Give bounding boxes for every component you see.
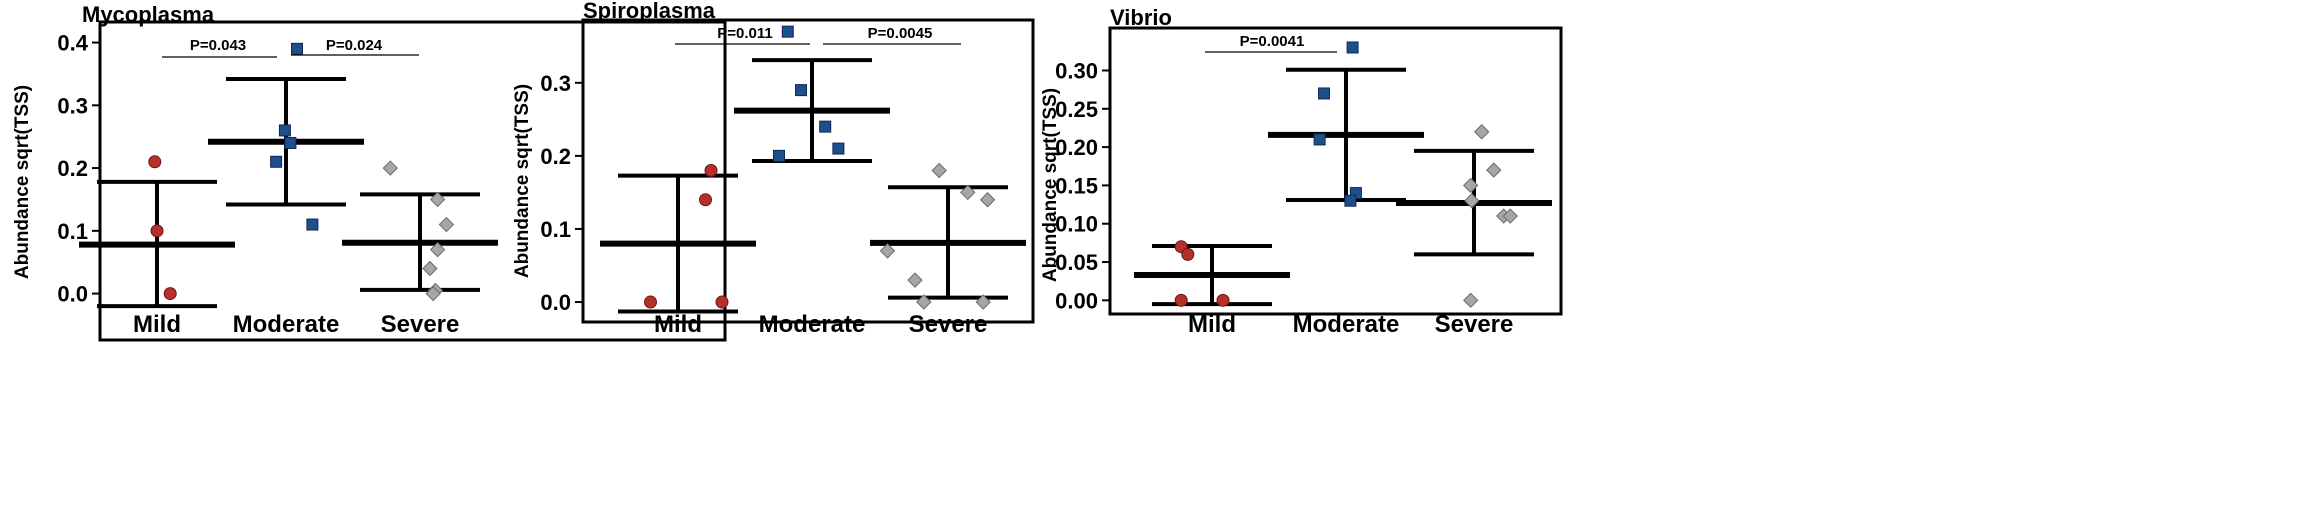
y-tick-label: 0.0: [540, 290, 571, 315]
data-point-square: [1313, 133, 1326, 146]
data-point-circle: [715, 295, 729, 309]
x-category-label: Mild: [133, 311, 181, 338]
data-point-diamond: [422, 260, 438, 277]
data-point-diamond: [879, 243, 896, 259]
y-tick-label: 0.0: [57, 282, 88, 307]
y-axis-title-1: Abundance sqrt(TSS): [12, 85, 33, 279]
x-category-label: Severe: [1435, 311, 1514, 338]
x-category-label: Moderate: [759, 311, 866, 338]
panel-title-2: Spiroplasma: [583, 0, 716, 23]
y-tick-label: 0.10: [1055, 212, 1098, 237]
pvalue-label: P=0.0041: [1240, 33, 1305, 50]
data-point-circle: [1216, 293, 1230, 307]
data-point-square: [1346, 41, 1359, 54]
data-point-diamond: [979, 192, 996, 208]
y-tick-label: 0.3: [57, 93, 88, 118]
panel-title-1: Mycoplasma: [82, 2, 215, 27]
y-axis-title-3: Abundance sqrt(TSS): [1040, 88, 1061, 282]
y-tick-label: 0.4: [57, 31, 88, 56]
data-point-diamond: [382, 160, 399, 176]
data-point-diamond: [1486, 162, 1502, 178]
panel-title-3: Vibrio: [1110, 5, 1172, 30]
pvalue-label: P=0.024: [326, 37, 383, 54]
data-point-diamond: [907, 272, 923, 288]
x-category-label: Severe: [909, 311, 988, 338]
x-category-label: Mild: [654, 311, 702, 338]
data-point-square: [1318, 87, 1330, 100]
data-point-square: [819, 120, 832, 133]
data-point-diamond: [931, 162, 947, 179]
y-tick-label: 0.2: [540, 144, 571, 169]
x-category-label: Moderate: [233, 311, 340, 338]
data-point-square: [773, 149, 785, 162]
data-point-diamond: [429, 191, 446, 208]
y-tick-label: 0.25: [1055, 97, 1098, 122]
data-point-diamond: [438, 216, 455, 233]
data-point-square: [306, 218, 319, 231]
y-tick-label: 0.30: [1055, 58, 1098, 83]
y-tick-label: 0.20: [1055, 135, 1098, 160]
data-point-diamond: [429, 241, 446, 258]
x-category-label: Severe: [381, 311, 460, 338]
data-point-circle: [704, 164, 718, 177]
y-tick-label: 0.3: [540, 71, 571, 96]
pvalue-label: P=0.011: [717, 25, 772, 42]
data-point-circle: [1181, 247, 1195, 261]
data-point-diamond: [1464, 193, 1480, 209]
data-point-square: [284, 136, 297, 149]
y-tick-label: 0.05: [1055, 250, 1098, 275]
y-tick-label: 0.15: [1055, 173, 1098, 198]
data-point-circle: [644, 295, 657, 309]
data-point-square: [795, 84, 807, 97]
data-point-diamond: [960, 184, 976, 201]
data-point-diamond: [1473, 124, 1490, 140]
data-point-square: [832, 142, 845, 155]
y-tick-label: 0.1: [57, 219, 88, 244]
x-category-label: Mild: [1188, 311, 1236, 338]
data-point-square: [781, 25, 794, 38]
y-axis-title-2: Abundance sqrt(TSS): [512, 84, 533, 278]
data-point-circle: [1174, 293, 1188, 307]
data-point-diamond: [1462, 292, 1479, 309]
x-category-label: Moderate: [1293, 311, 1400, 338]
data-point-circle: [150, 224, 164, 238]
data-point-circle: [163, 287, 177, 301]
data-point-circle: [699, 193, 712, 207]
plot-frame-2: [581, 18, 1035, 324]
data-point-diamond: [1462, 177, 1479, 194]
data-point-diamond: [975, 294, 991, 310]
data-point-diamond: [425, 285, 441, 302]
y-tick-label: 0.00: [1055, 288, 1098, 313]
data-point-square: [291, 42, 303, 55]
y-tick-label: 0.2: [57, 156, 88, 181]
plot-frame-3: [1108, 26, 1563, 316]
data-point-square: [270, 155, 283, 168]
pvalue-label: P=0.043: [190, 37, 246, 54]
pvalue-label: P=0.0045: [868, 25, 933, 42]
data-point-square: [278, 124, 291, 137]
data-point-circle: [148, 155, 162, 169]
y-tick-label: 0.1: [540, 217, 571, 242]
data-point-diamond: [916, 294, 932, 310]
data-point-square: [1344, 194, 1357, 207]
data-point-diamond: [1502, 208, 1519, 224]
